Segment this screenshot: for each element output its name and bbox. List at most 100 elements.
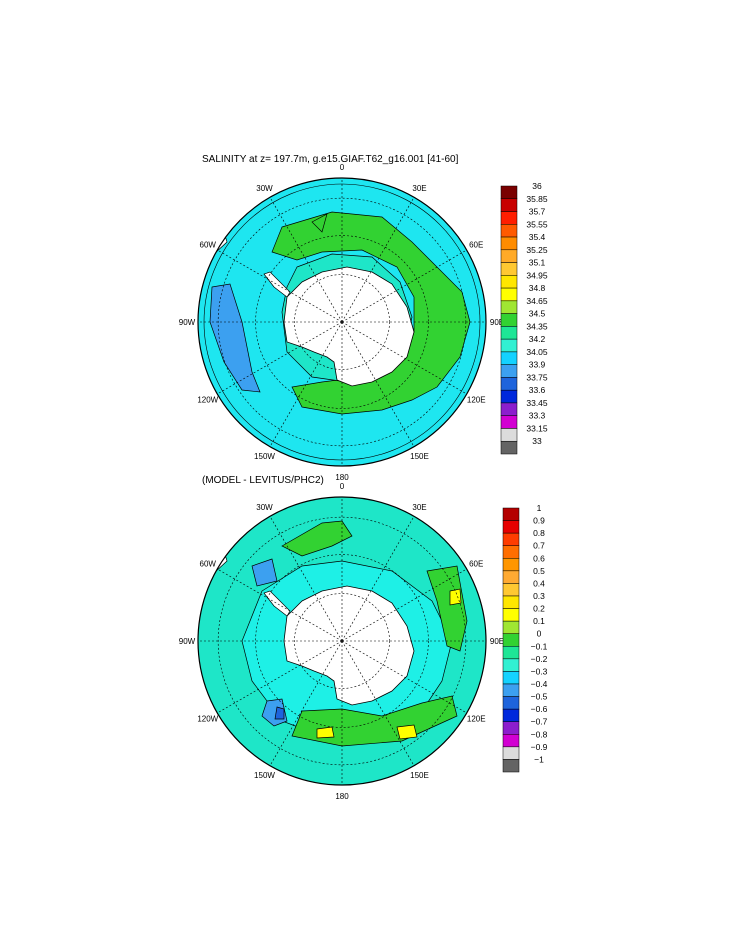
colorbar-swatch (500, 300, 518, 314)
colorbar-label: −0.5 (531, 692, 548, 702)
colorbar-label: −0.6 (531, 704, 548, 714)
colorbar-label: 33 (532, 436, 542, 446)
difference-low-b (251, 558, 278, 587)
colorbar-swatch (502, 570, 520, 584)
meridian-line (341, 640, 467, 714)
longitude-label: 60W (200, 560, 217, 569)
longitude-label: 90W (179, 637, 196, 646)
latitude-circle (255, 554, 429, 728)
longitude-label: 150W (254, 771, 275, 780)
colorbar-label: 34.95 (526, 270, 548, 280)
meridian-line (217, 321, 343, 395)
colorbar-swatch (502, 658, 520, 672)
latitude-circle (255, 235, 429, 409)
colorbar-swatch (500, 326, 518, 340)
colorbar-label: −0.7 (531, 717, 548, 727)
colorbar-swatch (502, 558, 520, 572)
colorbar-swatch (502, 532, 520, 546)
colorbar-label: 33.45 (526, 398, 548, 408)
longitude-label: 90E (490, 637, 504, 646)
colorbar-swatch (502, 646, 520, 660)
latitude-circle (294, 593, 390, 689)
difference-peak-a (316, 726, 335, 739)
meridian-line (341, 321, 467, 395)
longitude-label: 120E (467, 396, 486, 405)
colorbar-label: −0.2 (531, 654, 548, 664)
colorbar-swatch (502, 595, 520, 609)
colorbar-swatch (500, 249, 518, 263)
longitude-label: 120W (197, 715, 218, 724)
longitude-label: 120W (197, 396, 218, 405)
colorbar-label: 33.6 (529, 385, 546, 395)
colorbar-swatch (500, 402, 518, 416)
colorbar-swatch (502, 620, 520, 634)
colorbar-label: 34.2 (529, 334, 546, 344)
difference-green-north (281, 520, 353, 557)
colorbar-swatch (500, 224, 518, 238)
meridian-line (341, 516, 415, 642)
colorbar-swatch (502, 633, 520, 647)
longitude-label: 60E (469, 241, 483, 250)
difference-peak-c (449, 588, 462, 606)
panel-title-salinity: SALINITY at z= 197.7m, g.e15.GIAF.T62_g1… (202, 154, 459, 165)
longitude-label: 30W (256, 503, 273, 512)
colorbar-label: 0.8 (533, 528, 545, 538)
colorbar-swatch (502, 683, 520, 697)
meridian-line (269, 321, 343, 447)
longitude-label: 180 (335, 792, 349, 801)
meridian-line (341, 197, 415, 323)
colorbar-label: −0.1 (531, 641, 548, 651)
colorbar-label: −0.4 (531, 679, 548, 689)
colorbar-label: 0.4 (533, 578, 545, 588)
meridian-line (341, 640, 415, 766)
difference-map: 0 30E 60E 90E 120E 150E 180 150W 120W 90W 60W 30W (179, 482, 504, 801)
longitude-label: 0 (340, 482, 345, 491)
colorbar-swatch (500, 415, 518, 429)
colorbar-swatch (502, 671, 520, 685)
colorbar-label: −1 (534, 754, 544, 764)
colorbar-label: 33.9 (529, 360, 546, 370)
colorbar-swatch (502, 696, 520, 710)
colorbar-swatch (500, 211, 518, 225)
colorbar-swatch (500, 428, 518, 442)
antarctica-land (283, 266, 415, 387)
low-salinity-region (209, 283, 261, 393)
colorbar-swatch (500, 440, 518, 455)
colorbar-label: 33.3 (529, 411, 546, 421)
meridian-line (269, 640, 343, 766)
colorbar-label: 33.15 (526, 423, 548, 433)
colorbar-swatch (500, 389, 518, 404)
colorbar-label: 34.35 (526, 321, 548, 331)
colorbar-swatch (502, 520, 520, 534)
meridian-line (269, 516, 343, 642)
difference-colorbar: 1 0.9 0.8 0.7 0.6 0.5 0.4 0.3 0.2 0.1 0 −0.1 −0.2 −0.… (502, 503, 548, 773)
longitude-label: 150E (410, 771, 429, 780)
longitude-label: 180 (335, 473, 349, 482)
antarctica-land (283, 585, 415, 706)
meridian-line (341, 249, 467, 323)
colorbar-swatch (502, 507, 520, 521)
longitude-label: 150E (410, 452, 429, 461)
colorbar-swatch (500, 377, 518, 391)
difference-peak-b (396, 724, 418, 740)
latitude-circle (294, 274, 390, 370)
colorbar-label: 36 (532, 181, 542, 191)
colorbar-swatch (500, 275, 518, 289)
colorbar-label: 33.75 (526, 372, 548, 382)
colorbar-swatch (500, 287, 518, 302)
longitude-label: 120E (467, 715, 486, 724)
salinity-map: 0 30E 60E 90E 120E 150E 180 150W 120W 90W 60W 30W (179, 163, 504, 482)
meridian-line (341, 321, 415, 447)
colorbar-swatch (502, 746, 520, 760)
colorbar-label: 34.5 (529, 309, 546, 319)
longitude-label: 60E (469, 560, 483, 569)
longitude-label: 30W (256, 184, 273, 193)
latitude-circle (217, 516, 467, 766)
colorbar-swatch (502, 545, 520, 559)
longitude-label: 30E (412, 184, 426, 193)
colorbar-swatch (502, 759, 520, 773)
colorbar-swatch (502, 608, 520, 622)
longitude-label: 30E (412, 503, 426, 512)
colorbar-label: −0.9 (531, 742, 548, 752)
